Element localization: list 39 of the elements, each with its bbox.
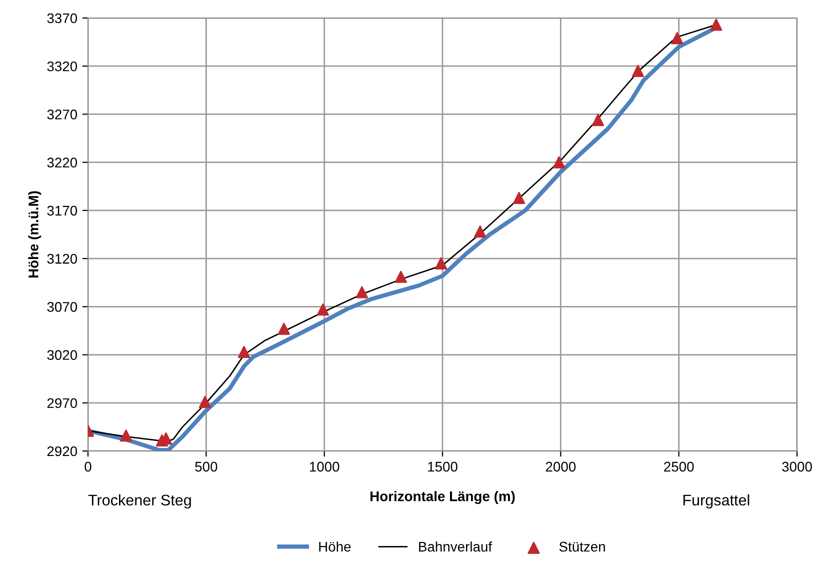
legend-label: Bahnverlauf [419,541,492,552]
point [632,64,644,77]
y-tick-label: 3270 [47,110,78,120]
point [316,303,329,316]
text: Furgsattel [683,494,750,509]
point [198,396,212,408]
point [435,257,448,270]
y-tick-label: 3220 [47,158,78,168]
point [356,286,368,298]
x-tick-label: 0 [84,462,92,472]
x-tick-label: 1000 [310,462,340,472]
x-tick-label: 1500 [428,462,458,472]
legend-label: Höhe [319,541,351,552]
point [552,156,566,168]
point [592,114,604,126]
x-tick-label: 2000 [546,462,576,472]
point [474,226,486,238]
point [710,18,722,31]
y-axis-title: Höhe (m.ü.M) [28,191,42,278]
text: Trockener Steg [88,494,191,509]
y-tick-label: 3170 [47,206,78,216]
x-tick-label: 2500 [664,462,694,472]
point [120,430,132,442]
y-tick-label: 3320 [47,61,78,72]
legend-label: Stützen [559,542,605,552]
y-tick-label: 2920 [47,446,78,456]
y-tick-label: 3070 [47,302,78,312]
point [513,192,526,204]
x-tick-label: 500 [195,462,218,472]
point [671,32,684,44]
point [394,270,407,283]
y-tick-label: 3020 [47,350,78,360]
point [278,322,290,335]
y-tick-label: 2970 [47,398,78,408]
point [238,346,250,358]
y-tick-label: 3120 [47,254,78,264]
y-tick-label: 3370 [47,13,78,24]
x-tick-label: 3000 [782,462,812,472]
x-axis-title: Horizontale Länge (m) [370,491,515,504]
